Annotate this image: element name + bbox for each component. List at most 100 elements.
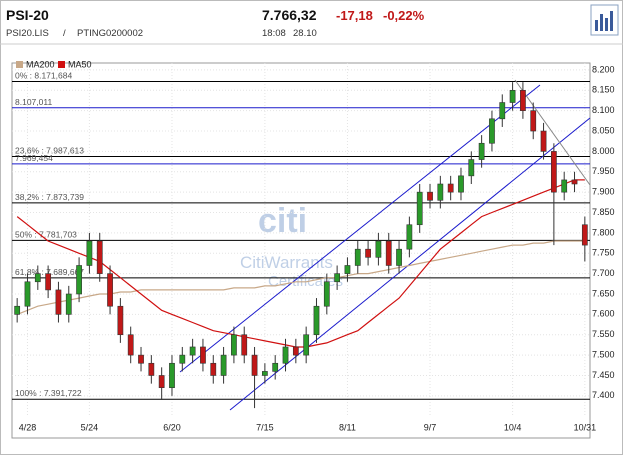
candle-body <box>272 362 279 372</box>
level-label: 100% : 7.391,722 <box>15 388 82 398</box>
icon-bar[interactable] <box>595 20 598 31</box>
candle-body <box>458 175 464 193</box>
candle-body <box>540 130 547 152</box>
candle-body <box>396 248 402 266</box>
y-tick-label: 7.400 <box>592 390 615 400</box>
candle-body <box>158 375 165 389</box>
trend-channel <box>179 79 591 411</box>
watermark-line1: CitiWarrants <box>240 253 333 272</box>
candle-body <box>499 102 506 120</box>
candle-body <box>86 240 93 266</box>
level-label: 61,8% : 7.689,667 <box>15 267 84 277</box>
candle-body <box>127 334 134 356</box>
candle-body <box>561 179 568 193</box>
candle-body <box>65 293 72 315</box>
icon-bar[interactable] <box>610 11 613 31</box>
candle-body <box>148 362 155 376</box>
candle-body <box>509 89 516 103</box>
y-tick-label: 7.800 <box>592 227 615 237</box>
candle-body <box>406 224 413 250</box>
x-tick-label: 10/31 <box>574 422 597 432</box>
candle-body <box>354 248 361 266</box>
candle-body <box>169 362 175 389</box>
y-tick-label: 8.150 <box>592 85 615 95</box>
candle-body <box>303 334 310 356</box>
candle-body <box>581 224 588 246</box>
chart-icon[interactable] <box>590 4 619 36</box>
candle-body <box>241 334 248 356</box>
candle-body <box>189 346 196 356</box>
candle-body <box>292 346 299 356</box>
candle-body <box>200 346 206 364</box>
x-tick-label: 9/7 <box>424 422 437 432</box>
y-tick-label: 8.100 <box>592 105 615 115</box>
plot-frame <box>11 62 591 439</box>
candle-body <box>210 362 217 376</box>
separator: / <box>63 28 66 39</box>
level-label: 8.107,011 <box>15 97 52 107</box>
candle-body <box>117 305 124 336</box>
candle-body <box>34 273 41 283</box>
candle-body <box>365 248 371 258</box>
x-tick-label: 6/20 <box>163 422 181 432</box>
channel-upper <box>179 84 541 373</box>
candle-body <box>530 110 537 132</box>
y-tick-label: 7.700 <box>592 268 615 278</box>
y-tick-label: 7.900 <box>592 187 615 197</box>
candle-body <box>14 305 21 315</box>
candle-body <box>231 334 237 356</box>
x-tick-label: 10/4 <box>504 422 522 432</box>
level-label: 0% : 8.171,684 <box>15 70 72 80</box>
candle-body <box>427 191 433 201</box>
level-label: 7.969,454 <box>15 153 53 163</box>
y-tick-label: 8.000 <box>592 146 615 156</box>
candle-body <box>220 354 227 376</box>
legend-label: MA200 <box>26 59 55 69</box>
symbol: PSI-20 <box>6 7 49 23</box>
x-tick-label: 5/24 <box>81 422 99 432</box>
candle-body <box>313 305 320 336</box>
y-tick-label: 7.500 <box>592 349 615 359</box>
level-label: 50% : 7.781,703 <box>15 229 77 239</box>
y-tick-label: 7.600 <box>592 309 615 319</box>
candle-body <box>282 346 289 364</box>
candle-body <box>375 240 382 258</box>
candle-body <box>520 89 526 111</box>
watermark-logo: citi <box>258 202 307 240</box>
candle-body <box>251 354 258 376</box>
candle-body <box>344 265 351 274</box>
change-pct: -0,22% <box>383 8 425 23</box>
candle-body <box>550 151 557 193</box>
price: 7.766,32 <box>262 7 317 23</box>
level-label: 38,2% : 7.873,739 <box>15 192 84 202</box>
candle-body <box>45 273 52 291</box>
icon-bar[interactable] <box>600 14 603 31</box>
trendline <box>514 79 591 186</box>
candle-body <box>447 183 454 193</box>
y-tick-label: 7.550 <box>592 329 615 339</box>
candle-body <box>334 273 341 283</box>
change: -17,18 <box>336 8 373 23</box>
candle-body <box>179 354 186 364</box>
candle-body <box>138 354 144 364</box>
candle-body <box>76 265 82 295</box>
candle-body <box>468 159 475 177</box>
candle-body <box>571 179 578 185</box>
x-tick-label: 8/11 <box>339 422 356 432</box>
y-tick-label: 7.650 <box>592 288 615 298</box>
y-tick-label: 8.200 <box>592 64 615 74</box>
icon-bar[interactable] <box>605 18 608 31</box>
candle-body <box>416 191 423 226</box>
candle-body <box>489 118 495 144</box>
candle-body <box>96 240 103 274</box>
x-tick-label: 7/15 <box>256 422 274 432</box>
level-label: 23,6% : 7.987,613 <box>15 145 84 155</box>
y-tick-label: 7.850 <box>592 207 615 217</box>
code: PSI20.LIS <box>6 28 49 39</box>
candle-body <box>107 273 113 307</box>
x-tick-label: 4/28 <box>19 422 37 432</box>
candle-body <box>55 289 62 315</box>
channel-lower <box>229 117 591 411</box>
